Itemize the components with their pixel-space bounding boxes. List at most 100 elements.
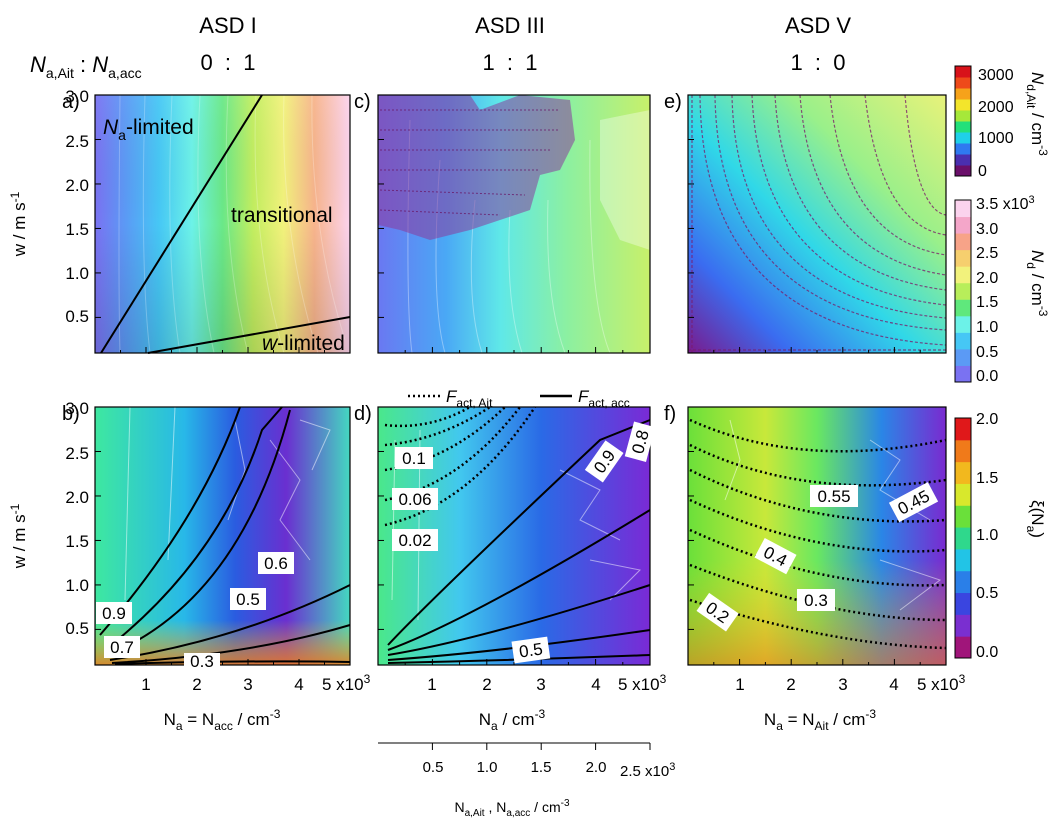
cb2-tick: 1.5	[976, 294, 998, 311]
contour-label: 0.06	[398, 490, 431, 509]
x-tick-label: 4	[591, 675, 600, 694]
cb3-tick: 1.0	[976, 527, 998, 544]
colorbar-swatch	[955, 592, 971, 615]
x-ticks-f: 1 2 3 4 5 x103	[735, 672, 965, 694]
panel-letter-e: e)	[664, 91, 682, 113]
cb1-tick: 1000	[978, 130, 1014, 147]
column-titles: ASD I 0 : 1 ASD III 1 : 1 ASD V 1 : 0	[199, 13, 851, 75]
contour-label: 0.02	[398, 531, 431, 550]
colorbar-frame	[954, 417, 972, 659]
colorbar-nd	[954, 199, 972, 383]
column-ratio-asd-5: 1 : 0	[790, 50, 845, 75]
contour-labels-b: 0.9 0.7 0.6 0.5 0.3	[96, 552, 294, 671]
x-tick-label: 1	[427, 675, 436, 694]
y-ticks-top: 0.5 1.0 1.5 2.0 2.5 3.0	[65, 87, 89, 326]
colorbar-swatch	[955, 66, 971, 78]
x-axis-label-b: Na = Nacc / cm-3	[164, 707, 281, 733]
legend-d: Fact, Ait Fact, acc	[408, 387, 630, 410]
colorbar-swatch	[955, 77, 971, 89]
y-axis-label-top: w / m s-1	[8, 191, 29, 257]
colorbar-swatch	[955, 154, 971, 166]
colorbar-swatch	[955, 143, 971, 155]
cb1-tick: 0	[978, 163, 987, 180]
contour-label: 0.3	[804, 591, 828, 610]
y-tick-label: 2.0	[65, 488, 89, 507]
secondary-tick-label: 1.0	[477, 759, 498, 776]
colorbar-swatch	[955, 249, 971, 267]
panel-b	[95, 406, 351, 665]
x-tick-label: 3	[243, 675, 252, 694]
x-tick-label: 3	[536, 675, 545, 694]
colorbar-swatch	[955, 99, 971, 111]
panel-a: Na-limited transitional w-limited	[95, 94, 351, 355]
colorbar-swatch	[955, 216, 971, 234]
x-tick-label-last: 5 x103	[322, 672, 371, 694]
column-title-asd-3: ASD III	[475, 13, 545, 38]
cb2-tick: 0.5	[976, 344, 998, 361]
colorbar-swatch	[955, 332, 971, 350]
y-ticks-bottom: 0.5 1.0 1.5 2.0 2.5 3.0	[65, 399, 89, 638]
panel-letter-a: a)	[62, 91, 80, 113]
cb2-tick: 1.0	[976, 319, 998, 336]
colorbar-nd-ait	[954, 65, 972, 177]
x-tick-label: 4	[294, 675, 303, 694]
contour-labels-d: 0.1 0.06 0.02 0.9 0.8 0.5	[392, 421, 656, 664]
column-title-asd-5: ASD V	[785, 13, 851, 38]
cb1-title: Nd,Ait / cm-3	[1024, 72, 1050, 156]
cb3-tick: 2.0	[976, 411, 998, 428]
colorbar-swatch	[955, 505, 971, 528]
cb3-tick: 0.0	[976, 644, 998, 661]
colorbar-swatch	[955, 132, 971, 144]
x-tick-label: 2	[482, 675, 491, 694]
panel-letter-c: c)	[354, 91, 371, 113]
colorbar-swatch	[955, 461, 971, 484]
colorbar-swatch	[955, 315, 971, 333]
contour-label: 0.3	[190, 652, 214, 671]
colorbar-swatch	[955, 348, 971, 366]
column-ratio-asd-3: 1 : 1	[482, 50, 537, 75]
cb3-tick: 1.5	[976, 470, 998, 487]
y-tick-label: 2.0	[65, 176, 89, 195]
y-tick-label: 1.5	[65, 220, 89, 239]
x-ticks-d: 1 2 3 4 5 x103	[427, 672, 666, 694]
legend-solid-label: Fact, acc	[578, 387, 630, 410]
y-tick-label: 3.0	[65, 399, 89, 418]
colorbar-swatch	[955, 418, 971, 441]
x-tick-label-last: 5 x103	[618, 672, 667, 694]
colorbar-swatch	[955, 439, 971, 463]
x-tick-label-last: 5 x103	[917, 672, 966, 694]
panel-e	[688, 94, 947, 353]
panel-c	[378, 95, 650, 354]
column-title-asd-1: ASD I	[199, 13, 256, 38]
secondary-tick-label-last: 2.5 x103	[620, 761, 675, 780]
colorbar-swatch	[955, 110, 971, 122]
colorbar-swatch	[955, 365, 971, 383]
secondary-tick-label: 2.0	[586, 759, 607, 776]
y-tick-label: 0.5	[65, 619, 89, 638]
colorbar-swatch	[955, 570, 971, 594]
x-axis-label-d: Na / cm-3	[479, 707, 546, 733]
y-tick-label: 2.5	[65, 444, 89, 463]
y-axis-label-bottom: w / m s-1	[8, 503, 29, 569]
colorbar-swatch	[955, 282, 971, 300]
label-w-limited: w-limited	[262, 332, 345, 355]
x-tick-label: 3	[838, 675, 847, 694]
panel-letter-f: f)	[664, 403, 676, 425]
y-tick-label: 1.0	[65, 576, 89, 595]
colorbar-swatch	[955, 636, 971, 659]
legend-dotted-label: Fact, Ait	[446, 387, 493, 410]
cb1-tick: 2000	[978, 99, 1014, 116]
y-tick-label: 1.0	[65, 264, 89, 283]
colorbar-swatch	[955, 121, 971, 133]
cb2-tick-top: 3.5 x103	[976, 194, 1035, 213]
cb2-tick: 2.5	[976, 245, 998, 262]
x-tick-label: 4	[889, 675, 898, 694]
cb2-tick: 0.0	[976, 368, 998, 385]
contour-label: 0.9	[102, 604, 126, 623]
x-tick-label: 2	[786, 675, 795, 694]
secondary-axis-label: Na,Ait , Na,acc / cm-3	[454, 798, 570, 819]
secondary-tick-label: 0.5	[423, 759, 444, 776]
cb2-tick: 2.0	[976, 270, 998, 287]
colorbar-swatch	[955, 165, 971, 177]
